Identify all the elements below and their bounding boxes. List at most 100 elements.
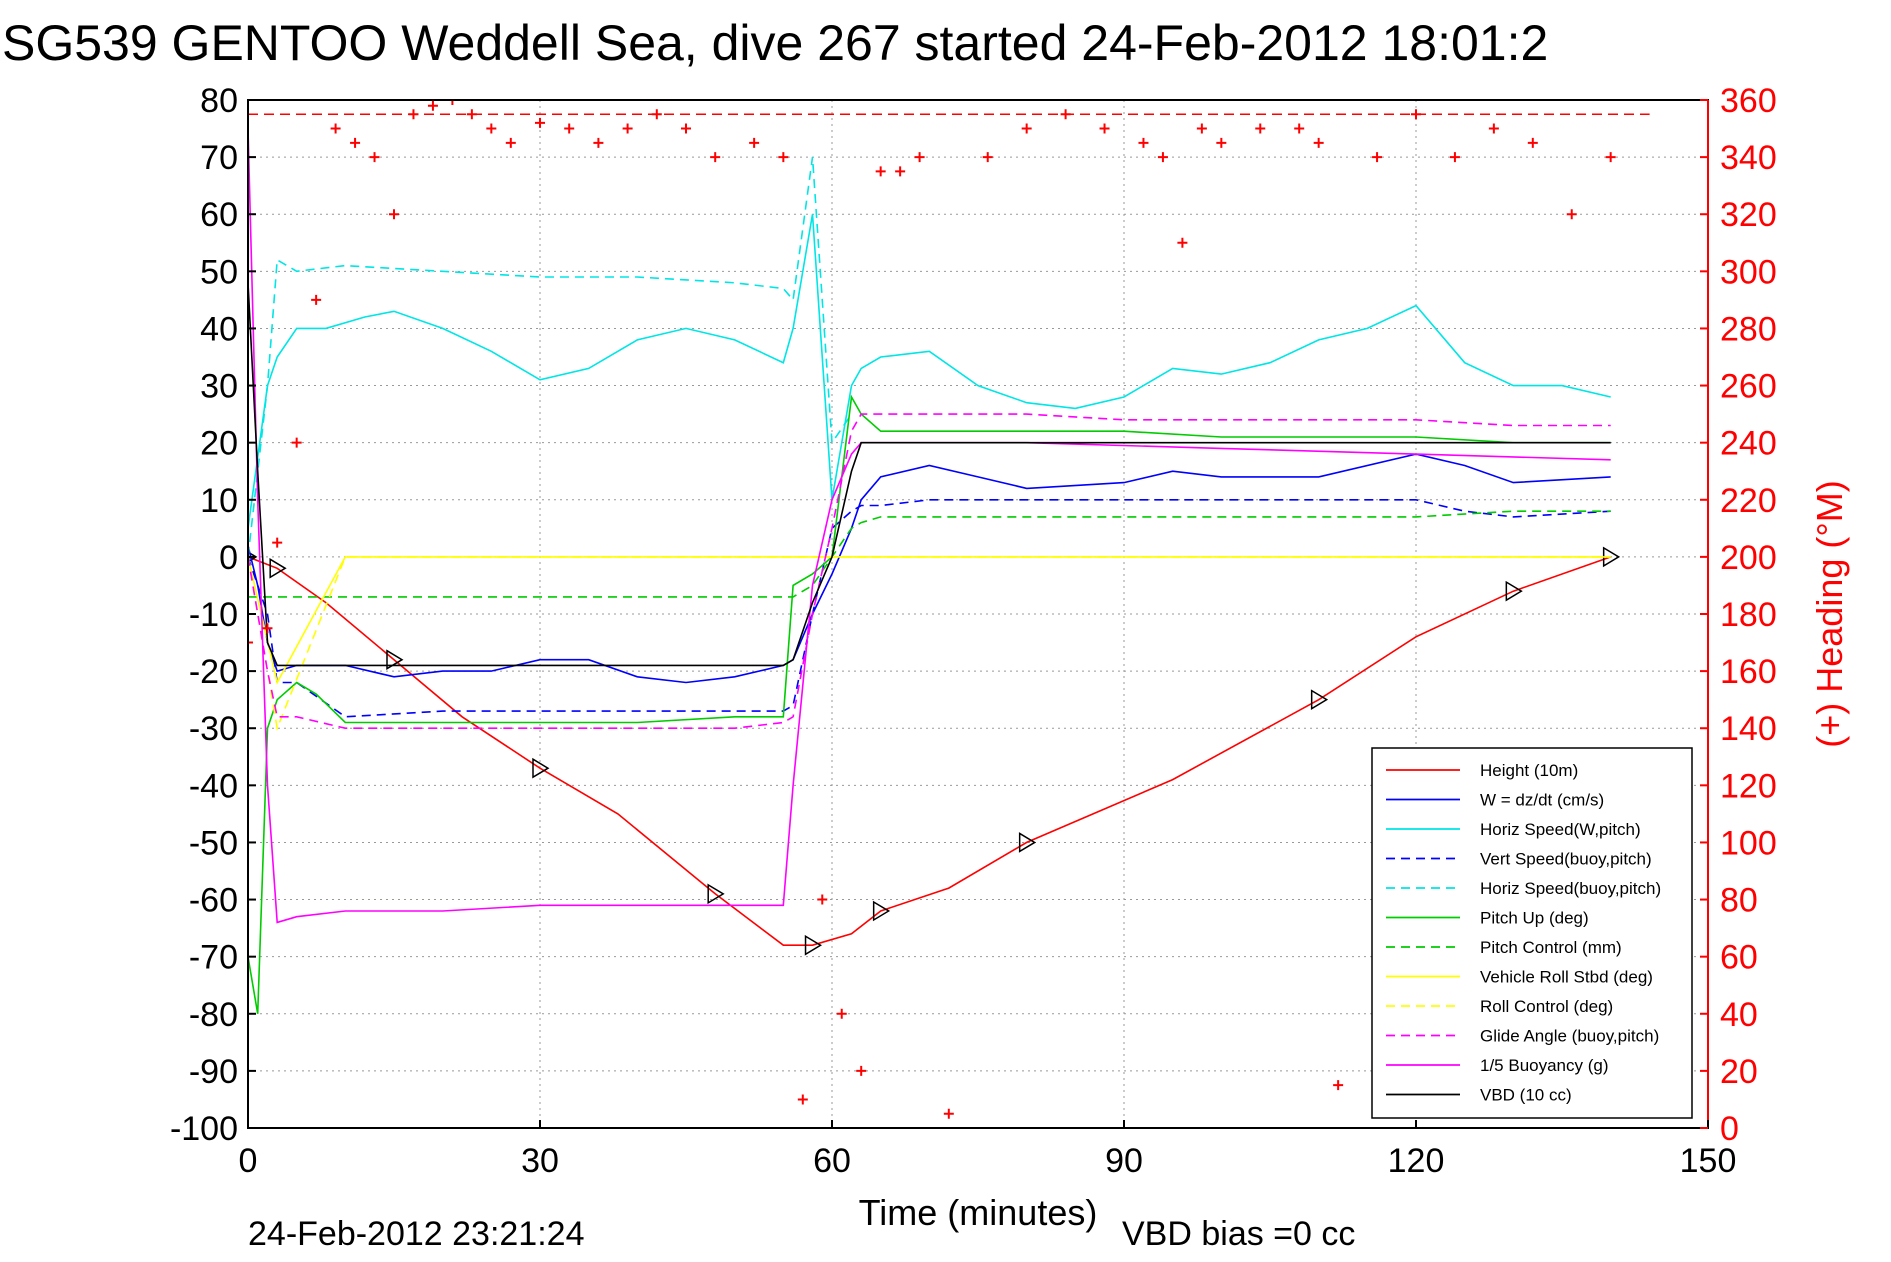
- x-tick-label: 90: [1105, 1142, 1143, 1180]
- legend-label: Pitch Control (mm): [1480, 938, 1622, 957]
- legend-label: Horiz Speed(W,pitch): [1480, 820, 1641, 839]
- heading-marker: [914, 152, 925, 163]
- x-axis-ticks: 0 30 60 90 120 150: [239, 1120, 1737, 1180]
- heading-marker: [1157, 152, 1168, 163]
- series-line-4: [248, 156, 853, 557]
- right-axis-label: (+) Heading (°M): [1809, 480, 1850, 747]
- right-tick-label: 180: [1720, 596, 1777, 634]
- series-line-6: [248, 510, 1611, 598]
- y-tick-label: -100: [170, 1110, 238, 1148]
- waypoint-marker: [1018, 832, 1037, 853]
- right-tick-label: 60: [1720, 939, 1758, 977]
- legend-label: Pitch Up (deg): [1480, 909, 1589, 928]
- y-axis-ticks: 80 70 60 50 40 30 20 10 0 -10 -20 -30 -40 -50 -60 -70 -8…: [170, 82, 256, 1148]
- right-tick-label: 340: [1720, 139, 1777, 177]
- right-tick-label: 120: [1720, 767, 1777, 805]
- legend-label: Horiz Speed(buoy,pitch): [1480, 879, 1661, 898]
- heading-marker: [505, 137, 516, 148]
- series-line-8: [248, 556, 1611, 732]
- heading-marker: [1411, 109, 1421, 120]
- heading-marker: [1060, 109, 1071, 120]
- heading-marker: [836, 1008, 847, 1019]
- heading-marker: [982, 152, 993, 163]
- heading-marker: [1566, 209, 1577, 220]
- right-tick-label: 40: [1720, 996, 1758, 1034]
- waypoint-marker: [1505, 580, 1523, 602]
- y-tick-label: -60: [189, 882, 238, 920]
- heading-marker: [272, 537, 283, 548]
- series-line-7: [248, 556, 1611, 685]
- y-tick-label: -10: [189, 596, 238, 634]
- right-tick-label: 280: [1720, 310, 1777, 348]
- y-tick-label: 60: [200, 196, 238, 234]
- legend: Height (10m) W = dz/dt (cm/s) Horiz Speed(…: [1371, 747, 1693, 1119]
- heading-marker: [710, 152, 721, 163]
- heading-marker: [291, 437, 302, 448]
- heading-marker: [389, 209, 399, 220]
- series-line-0: [248, 556, 1611, 947]
- right-tick-label: 100: [1720, 824, 1777, 862]
- waypoint-marker: [386, 649, 404, 671]
- y-tick-label: 40: [200, 310, 238, 348]
- right-tick-label: 320: [1720, 196, 1777, 234]
- heading-marker: [1021, 123, 1032, 134]
- heading-marker: [369, 152, 380, 163]
- y-tick-label: -70: [189, 939, 238, 977]
- right-tick-label: 80: [1720, 882, 1758, 920]
- heading-marker: [943, 1108, 954, 1119]
- y-tick-label: -20: [189, 653, 238, 691]
- y-tick-label: 10: [200, 482, 238, 520]
- heading-marker: [447, 100, 458, 105]
- y-tick-label: -30: [189, 710, 238, 748]
- waypoint-marker: [532, 757, 550, 779]
- y-tick-label: 80: [200, 82, 238, 120]
- x-tick-label: 0: [239, 1142, 258, 1180]
- series-line-9: [248, 413, 1611, 730]
- heading-marker: [797, 1094, 808, 1105]
- heading-marker: [856, 1065, 867, 1076]
- waypoint-marker: [269, 557, 287, 579]
- y-tick-label: 70: [200, 139, 238, 177]
- heading-marker: [1294, 123, 1305, 134]
- heading-marker: [466, 109, 477, 120]
- series-layer: [248, 100, 1650, 1119]
- heading-marker: [350, 137, 361, 148]
- x-tick-label: 30: [521, 1142, 559, 1180]
- legend-label: Height (10m): [1480, 761, 1578, 780]
- heading-marker: [1372, 152, 1383, 163]
- heading-marker: [875, 166, 886, 177]
- y-tick-label: -50: [189, 824, 238, 862]
- legend-label: Glide Angle (buoy,pitch): [1480, 1027, 1659, 1046]
- legend-box: [1371, 747, 1693, 1119]
- heading-marker: [427, 100, 438, 111]
- heading-marker: [1138, 137, 1149, 148]
- heading-marker: [486, 123, 497, 134]
- right-tick-label: 160: [1720, 653, 1777, 691]
- heading-marker: [622, 123, 633, 134]
- heading-marker: [1255, 123, 1266, 134]
- heading-marker: [564, 123, 575, 134]
- series-line-11: [248, 282, 1611, 667]
- heading-marker: [535, 117, 545, 128]
- heading-marker: [817, 894, 828, 905]
- legend-label: 1/5 Buoyancy (g): [1480, 1056, 1609, 1075]
- waypoint-marker: [872, 900, 891, 922]
- legend-label: Vehicle Roll Stbd (deg): [1480, 968, 1653, 987]
- right-tick-label: 360: [1720, 82, 1777, 120]
- legend-label: Roll Control (deg): [1480, 997, 1613, 1016]
- legend-label: VBD (10 cc): [1480, 1086, 1572, 1105]
- heading-marker: [1196, 123, 1207, 134]
- right-tick-label: 220: [1720, 482, 1777, 520]
- heading-marker: [1527, 137, 1538, 148]
- right-tick-label: 240: [1720, 425, 1777, 463]
- heading-marker: [593, 137, 604, 148]
- series-line-2: [248, 214, 1611, 529]
- footer-vbd-bias: VBD bias =0 cc: [1122, 1215, 1355, 1253]
- heading-marker: [330, 123, 341, 134]
- x-tick-label: 150: [1680, 1142, 1737, 1180]
- heading-marker: [778, 152, 789, 163]
- series-line-5: [248, 394, 1611, 1014]
- right-axis-ticks: 3603403203002802602402202001801601401201…: [1700, 82, 1777, 1148]
- heading-marker: [1216, 137, 1227, 148]
